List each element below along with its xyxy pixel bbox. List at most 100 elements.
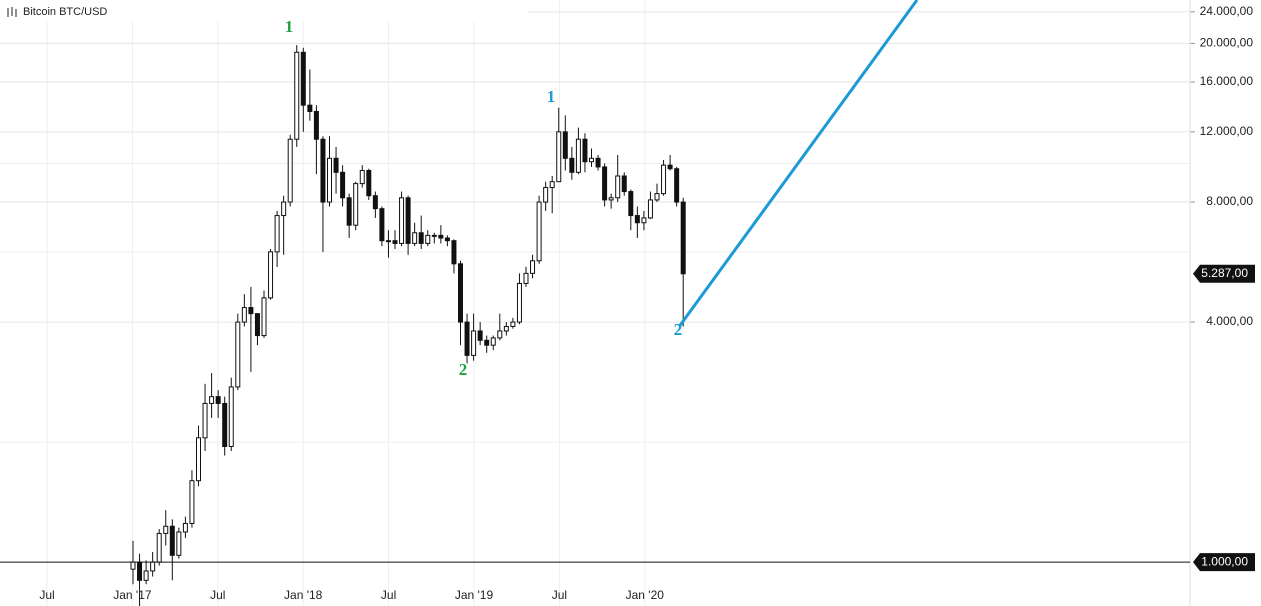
candle-body xyxy=(444,237,450,242)
candle-body xyxy=(254,313,260,337)
candle-body xyxy=(287,138,293,203)
candle-body xyxy=(228,386,234,447)
last-price-tag xyxy=(1193,264,1255,283)
candle-body xyxy=(477,330,483,341)
y-tick-label: 4.000,00 xyxy=(1206,314,1253,328)
y-tick-label: 20.000,00 xyxy=(1200,36,1254,50)
y-tick-label: 12.000,00 xyxy=(1200,124,1254,138)
candle-body xyxy=(543,187,549,203)
candle-body xyxy=(549,181,555,189)
candle-body xyxy=(405,197,411,244)
candle-body xyxy=(176,531,182,556)
candle-body xyxy=(680,201,686,275)
candle-body xyxy=(471,330,477,356)
candle-body xyxy=(418,232,424,244)
candle-body xyxy=(667,164,673,170)
candle-body xyxy=(497,330,503,339)
x-tick-label: Jan '20 xyxy=(626,588,665,602)
candle-body xyxy=(674,168,680,203)
candle-body xyxy=(274,215,280,253)
candle-body xyxy=(215,396,221,404)
candle-body xyxy=(143,570,149,581)
candles xyxy=(130,0,919,606)
candle-body xyxy=(340,171,346,199)
candle-body xyxy=(209,396,215,404)
header-icon xyxy=(7,7,17,17)
candle-body xyxy=(196,437,201,482)
candle-body xyxy=(556,131,562,183)
x-tick-label: Jul xyxy=(381,588,396,602)
candle-body xyxy=(431,234,437,237)
candle-body xyxy=(189,480,195,524)
candle-body xyxy=(359,169,365,185)
candle-body xyxy=(595,157,601,168)
candle-body xyxy=(294,51,300,140)
wave-label: 2 xyxy=(459,360,468,379)
candle-body xyxy=(202,402,208,439)
candle-body xyxy=(530,260,536,274)
candle-body xyxy=(137,561,143,581)
last-price-label: 5.287,00 xyxy=(1201,266,1248,280)
candle-body xyxy=(516,282,522,323)
candle-body xyxy=(346,197,352,226)
candle-body xyxy=(300,51,306,106)
candle-body xyxy=(248,307,254,315)
candle-body xyxy=(628,191,634,217)
candle-body xyxy=(451,240,457,265)
y-tick-label: 24.000,00 xyxy=(1200,4,1254,18)
y-tick-label: 8.000,00 xyxy=(1206,194,1253,208)
candle-body xyxy=(307,104,313,112)
wave-label: 2 xyxy=(674,320,683,339)
candle-body xyxy=(621,175,627,193)
candle-body xyxy=(372,195,378,210)
x-tick-label: Jan '19 xyxy=(455,588,494,602)
candle-body xyxy=(320,138,326,203)
y-tick-label: 16.000,00 xyxy=(1200,74,1254,88)
x-tick-label: Jan '18 xyxy=(284,588,323,602)
candle-body xyxy=(503,325,509,332)
candle-body xyxy=(156,532,162,563)
candle-body xyxy=(523,272,529,284)
candle-body xyxy=(582,138,588,163)
candle-body xyxy=(235,321,241,388)
candle-body xyxy=(327,157,332,203)
candle-body xyxy=(536,201,542,262)
chart-title: Bitcoin BTC/USD xyxy=(23,6,107,18)
candle-body xyxy=(385,240,391,243)
candle-body xyxy=(641,217,647,224)
candle-body xyxy=(222,402,228,447)
candle-body xyxy=(182,522,188,533)
candle-body xyxy=(654,193,660,201)
candle-body xyxy=(464,321,470,356)
x-tick-label: Jan '17 xyxy=(113,588,152,602)
candle-body xyxy=(634,215,640,224)
candle-body xyxy=(562,131,568,159)
wave-label: 1 xyxy=(547,87,556,106)
candle-body xyxy=(569,157,575,173)
candle-body xyxy=(281,201,287,217)
candle-body xyxy=(169,525,175,556)
projection-line xyxy=(677,0,919,328)
candle-body xyxy=(647,199,653,219)
x-tick-label: Jul xyxy=(210,588,225,602)
candle-body xyxy=(379,208,385,242)
candle-body xyxy=(490,337,496,346)
wave-label: 1 xyxy=(285,17,294,36)
candle-body xyxy=(313,110,319,140)
candle-body xyxy=(261,297,267,337)
candle-body xyxy=(425,234,431,244)
candle-body xyxy=(589,157,594,163)
candle-body xyxy=(333,157,339,173)
x-tick-label: Jul xyxy=(39,588,54,602)
candle-body xyxy=(412,232,418,244)
candle-body xyxy=(150,561,156,572)
candle-body xyxy=(602,166,608,201)
candle-body xyxy=(510,321,516,327)
candle-body xyxy=(353,183,359,226)
candle-body xyxy=(615,175,621,199)
candle-body xyxy=(438,234,444,239)
h-line-label: 1.000,00 xyxy=(1201,554,1248,568)
